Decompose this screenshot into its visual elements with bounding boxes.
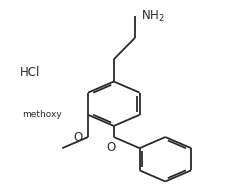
Text: O: O (107, 141, 116, 154)
Text: NH$_2$: NH$_2$ (141, 9, 164, 24)
Text: HCl: HCl (20, 66, 41, 79)
Text: methoxy: methoxy (23, 110, 62, 119)
Text: O: O (73, 131, 82, 144)
